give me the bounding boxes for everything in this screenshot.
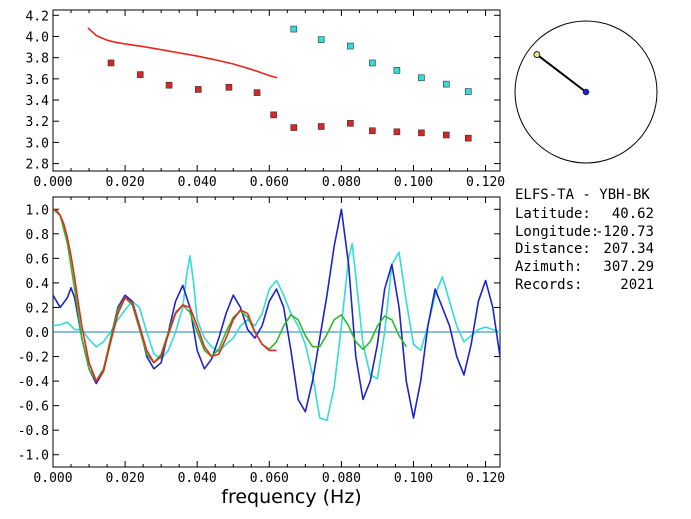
top-y-tick-label: 3.0 xyxy=(26,136,49,151)
red-series xyxy=(53,208,277,382)
needle-tip-dot xyxy=(533,51,541,58)
red-marker xyxy=(136,71,144,78)
top-frame xyxy=(52,9,501,172)
x-axis-label: frequency (Hz) xyxy=(221,486,361,508)
top-y-tick-label: 3.4 xyxy=(26,94,50,109)
bottom-x-tick-label: 0.080 xyxy=(322,471,361,486)
dial-ring xyxy=(514,20,658,164)
red-marker xyxy=(369,127,376,135)
bottom-x-tick-label: 0.060 xyxy=(250,471,289,486)
red-marker xyxy=(317,123,325,130)
bottom-y-tick-label: 0.2 xyxy=(26,301,49,316)
red-marker xyxy=(194,86,202,93)
station-pair: ELFS-TA - YBH-BK xyxy=(515,187,650,203)
station-info: ELFS-TA - YBH-BK Latitude: 40.62 Longitu… xyxy=(515,187,654,293)
longitude-value: -120.73 xyxy=(595,224,654,240)
top-y-tick-label: 2.8 xyxy=(26,158,49,173)
bottom-x-tick-label: 0.040 xyxy=(178,471,217,486)
bottom-y-tick-label: 0.6 xyxy=(26,252,49,267)
top-x-tick-label: 0.040 xyxy=(178,175,217,190)
records-label: Records: xyxy=(515,277,582,293)
green-series xyxy=(53,208,407,382)
longitude-label: Longitude: xyxy=(515,224,599,240)
azimuth-dial xyxy=(514,20,658,164)
bottom-y-tick-label: -0.8 xyxy=(18,424,49,439)
red-marker xyxy=(347,120,354,127)
distance-label: Distance: xyxy=(515,241,591,257)
top-x-tick-label: 0.080 xyxy=(322,175,361,190)
top-y-tick-label: 3.6 xyxy=(26,73,49,88)
red-marker xyxy=(165,81,173,89)
azimuth-needle xyxy=(536,53,587,93)
bottom-y-tick-label: 0.4 xyxy=(26,277,50,292)
red-marker xyxy=(442,131,450,139)
distance-value: 207.34 xyxy=(603,241,654,257)
red-marker xyxy=(225,84,233,91)
top-x-tick-label: 0.000 xyxy=(33,175,72,190)
top-series-line xyxy=(87,27,278,79)
cyan-marker xyxy=(393,67,401,74)
red-marker xyxy=(253,89,261,96)
cyan-marker xyxy=(317,36,325,43)
cyan-marker xyxy=(442,80,450,88)
top-y-tick-label: 4.2 xyxy=(26,9,49,24)
bottom-y-tick-label: -0.2 xyxy=(18,351,49,366)
cyan-marker xyxy=(369,59,376,67)
red-marker xyxy=(418,129,425,137)
dial-center-dot xyxy=(582,88,590,96)
latitude-label: Latitude: xyxy=(515,206,591,222)
red-marker xyxy=(270,111,277,119)
red-marker xyxy=(107,59,115,67)
red-marker xyxy=(464,134,472,142)
bottom-x-tick-label: 0.000 xyxy=(33,471,72,486)
bottom-x-tick-label: 0.100 xyxy=(394,471,433,486)
top-y-tick-label: 4.0 xyxy=(26,30,49,45)
bottom-y-tick-label: 0.0 xyxy=(26,326,49,341)
latitude-value: 40.62 xyxy=(612,206,654,222)
bottom-y-tick-label: -1.0 xyxy=(18,449,49,464)
cyan-marker xyxy=(418,74,425,82)
bottom-x-tick-label: 0.020 xyxy=(106,471,145,486)
dispersion-plot: 0.000 0.020 0.040 0.060 0.080 0.100 0.120 2.8 3.… xyxy=(26,9,506,190)
top-x-tick-label: 0.120 xyxy=(466,175,505,190)
top-x-tick-label: 0.020 xyxy=(106,175,145,190)
azimuth-label: Azimuth: xyxy=(515,259,582,275)
bottom-y-tick-label: -0.6 xyxy=(18,400,49,415)
red-marker xyxy=(393,128,401,136)
red-marker xyxy=(290,124,298,131)
top-y-tick-label: 3.2 xyxy=(26,115,49,130)
bottom-y-tick-label: 0.8 xyxy=(26,228,49,243)
bottom-y-tick-label: 1.0 xyxy=(26,203,49,218)
spectrum-plot: 0.000 0.020 0.040 0.060 0.080 0.100 0.120 1.0 0.… xyxy=(18,196,505,508)
top-x-tick-label: 0.100 xyxy=(394,175,433,190)
bottom-x-tick-label: 0.120 xyxy=(466,471,505,486)
top-x-tick-label: 0.060 xyxy=(250,175,289,190)
cyan-marker xyxy=(464,88,472,95)
azimuth-value: 307.29 xyxy=(603,259,654,275)
records-value: 2021 xyxy=(620,277,654,293)
cyan-marker xyxy=(347,42,354,50)
blue-series xyxy=(53,208,500,419)
top-y-tick-label: 3.8 xyxy=(26,52,49,67)
cyan-marker xyxy=(290,25,298,33)
bottom-y-tick-label: -0.4 xyxy=(18,375,49,390)
